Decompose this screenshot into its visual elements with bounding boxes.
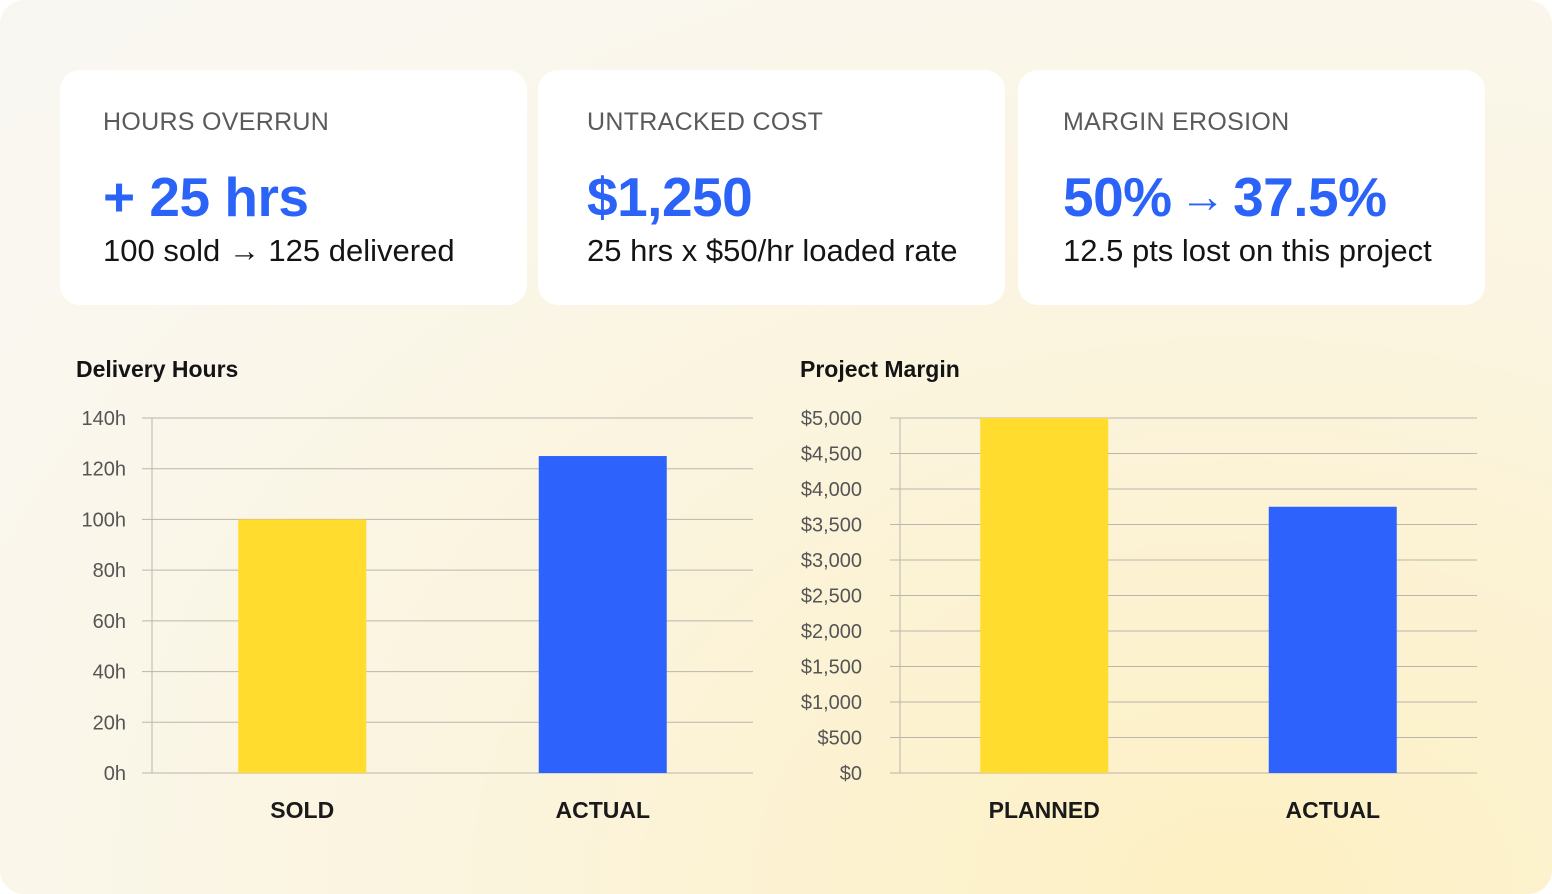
bar-actual	[538, 456, 667, 773]
margin-to-value: 37.5%	[1233, 166, 1387, 228]
card-value: + 25 hrs	[103, 166, 309, 228]
card-label: MARGIN EROSION	[1063, 108, 1290, 136]
card-value: $1,250	[587, 166, 753, 228]
untracked-cost-card: UNTRACKED COST $1,250 25 hrs x $50/hr lo…	[538, 70, 1005, 305]
x-category-label: ACTUAL	[555, 797, 650, 823]
bar-actual	[1268, 506, 1397, 773]
bar-sold	[238, 519, 367, 773]
y-tick-label: $1,500	[801, 657, 862, 679]
y-tick-label: $0	[840, 763, 862, 785]
margin-erosion-card: MARGIN EROSION 50% → 37.5% 12.5 pts lost o…	[1018, 70, 1485, 305]
card-label: HOURS OVERRUN	[103, 108, 330, 136]
x-category-label: SOLD	[270, 797, 334, 823]
y-tick-label: 120h	[82, 459, 127, 481]
y-tick-label: $4,000	[801, 479, 862, 501]
y-tick-label: $1,000	[801, 692, 862, 714]
y-tick-label: 80h	[93, 560, 126, 582]
y-tick-label: $5,000	[801, 408, 862, 430]
y-tick-label: $500	[818, 728, 863, 750]
hours-overrun-card: HOURS OVERRUN + 25 hrs 100 sold → 125 de…	[60, 70, 527, 305]
y-tick-label: $2,000	[801, 621, 862, 643]
arrow-right-icon: →	[1179, 170, 1226, 222]
card-subtext: 25 hrs x $50/hr loaded rate	[587, 233, 958, 268]
y-tick-label: $3,500	[801, 515, 862, 537]
project-margin-title: Project Margin	[800, 356, 960, 382]
y-tick-label: 140h	[82, 408, 127, 430]
delivery-hours-title: Delivery Hours	[76, 356, 239, 382]
y-tick-label: $2,500	[801, 586, 862, 608]
y-tick-label: 0h	[104, 763, 126, 785]
y-tick-label: $3,000	[801, 550, 862, 572]
card-label: UNTRACKED COST	[587, 108, 824, 136]
margin-from-value: 50%	[1063, 166, 1172, 228]
y-tick-label: 100h	[82, 509, 127, 531]
card-value: 50% → 37.5%	[1063, 165, 1387, 229]
y-tick-label: 20h	[93, 712, 126, 734]
card-subtext: 12.5 pts lost on this project	[1063, 233, 1432, 268]
x-category-label: ACTUAL	[1285, 797, 1380, 823]
y-tick-label: 60h	[93, 611, 126, 633]
x-category-label: PLANNED	[989, 797, 1100, 823]
y-tick-label: 40h	[93, 662, 126, 684]
card-subtext: 100 sold → 125 delivered	[103, 233, 455, 268]
bar-planned	[980, 418, 1109, 773]
y-tick-label: $4,500	[801, 444, 862, 466]
